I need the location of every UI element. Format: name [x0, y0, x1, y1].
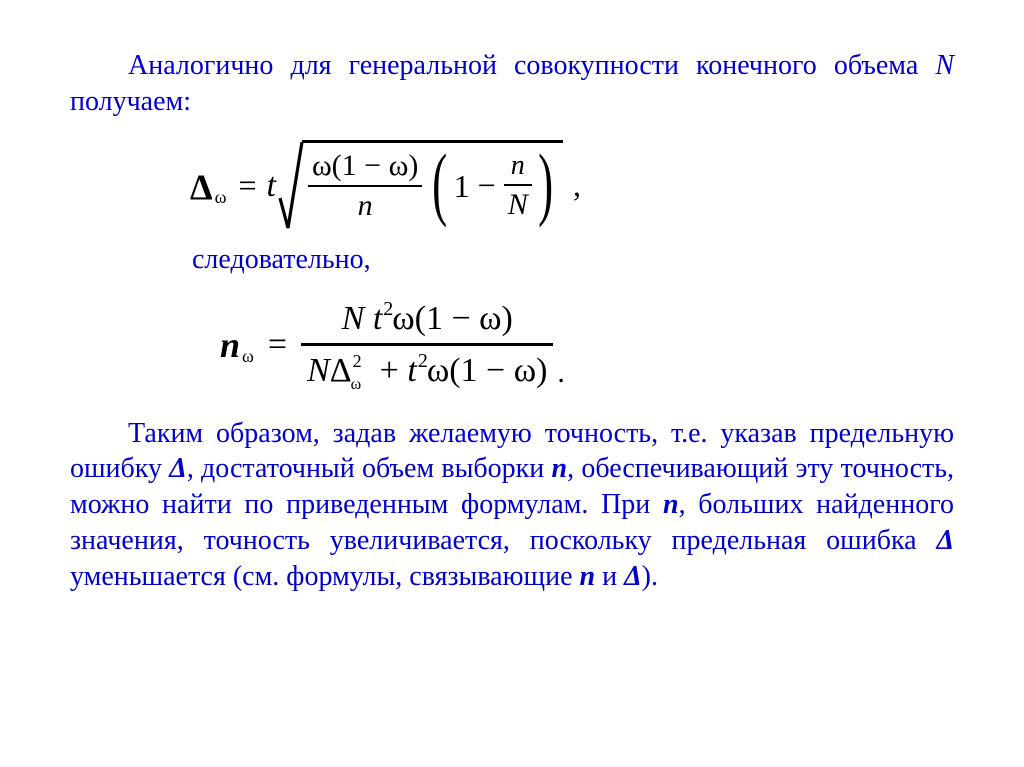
f1-equals: = — [238, 167, 256, 204]
f2-num-omega-term: ω(1 − ω) — [392, 299, 513, 338]
fraction-bar-icon — [504, 184, 532, 187]
f1-frac2-num: n — [507, 152, 529, 180]
f2-period: . — [557, 356, 565, 390]
fraction-bar-icon — [308, 185, 422, 188]
f1-t: t — [266, 167, 275, 205]
conclusion-paragraph: Таким образом, задав желаемую точность, … — [70, 416, 954, 595]
f1-lhs: Δ ω = t — [190, 165, 278, 207]
f2-fraction: N t 2 ω(1 − ω) N Δ 2 ω + t 2 ω(1 − ω) — [301, 299, 553, 390]
f2-numerator: N t 2 ω(1 − ω) — [336, 299, 519, 338]
f1-comma: , — [573, 167, 581, 204]
f2-den-t: t — [407, 351, 416, 390]
concl-5: уменьшается (см. формулы, связывающие — [70, 561, 580, 592]
concl-n-2: n — [663, 489, 679, 520]
f2-den-delta: Δ — [330, 351, 352, 390]
concl-n-1: n — [552, 453, 568, 484]
concl-and: и — [595, 561, 624, 592]
right-paren-icon: ) — [538, 142, 553, 224]
f1-minus: − — [478, 167, 496, 204]
f2-equals: = — [268, 326, 287, 364]
f2-num-t-sup: 2 — [383, 298, 393, 321]
f2-den-t-sup: 2 — [418, 350, 428, 373]
f1-paren-group: ( 1 − n N ) — [426, 145, 559, 227]
intro-text-1: Аналогично для генеральной совокупности … — [128, 50, 935, 81]
intro-text-2: получаем: — [70, 86, 191, 117]
concl-n-3: n — [580, 561, 596, 592]
f2-plus: + — [380, 351, 399, 390]
f2-lhs: n ω — [220, 324, 254, 366]
concl-delta-1: Δ — [169, 453, 187, 484]
f1-sub-omega: ω — [215, 187, 227, 208]
f2-sub-omega: ω — [242, 346, 254, 367]
formula-n-omega: n ω = N t 2 ω(1 − ω) N Δ 2 ω + t 2 ω(1 −… — [220, 290, 954, 400]
concl-2: , достаточный объем выборки — [187, 453, 552, 484]
f1-one: 1 — [454, 168, 470, 205]
f2-den-omega-term: ω(1 − ω) — [427, 351, 548, 390]
f1-frac2: n N — [504, 152, 532, 221]
sqrt-hook-icon — [278, 140, 302, 232]
f2-num-t: t — [373, 299, 382, 338]
intro-paragraph: Аналогично для генеральной совокупности … — [70, 48, 954, 120]
f2-den-delta-sub: ω — [351, 376, 362, 394]
left-paren-icon: ( — [432, 142, 447, 224]
concl-end: ). — [642, 561, 658, 592]
slide-page: Аналогично для генеральной совокупности … — [0, 0, 1024, 767]
f1-radicand: ω(1 − ω) n ( 1 − n N ) — [302, 140, 563, 228]
f1-frac2-den: N — [504, 190, 532, 220]
f2-den-delta-sup: 2 — [353, 351, 362, 372]
f1-delta: Δ — [190, 166, 213, 208]
f2-n: n — [220, 324, 240, 366]
intro-N: N — [935, 50, 954, 81]
f1-frac1-den: n — [354, 191, 377, 221]
f2-denominator: N Δ 2 ω + t 2 ω(1 − ω) — [301, 351, 553, 390]
f1-frac1: ω(1 − ω) n — [308, 151, 422, 222]
concl-delta-3: Δ — [624, 561, 642, 592]
f1-paren-content: 1 − n N — [454, 152, 532, 221]
formula-delta-omega: Δ ω = t ω(1 − ω) n ( 1 — [190, 138, 954, 234]
f1-frac1-num: ω(1 − ω) — [308, 151, 422, 181]
fraction-bar-icon — [301, 343, 553, 346]
f2-num-N: N — [342, 299, 365, 338]
f1-sqrt: ω(1 − ω) n ( 1 − n N ) — [278, 140, 563, 232]
followup-text: следовательно, — [192, 244, 954, 276]
concl-delta-2: Δ — [936, 525, 954, 556]
f2-den-N: N — [307, 351, 330, 390]
